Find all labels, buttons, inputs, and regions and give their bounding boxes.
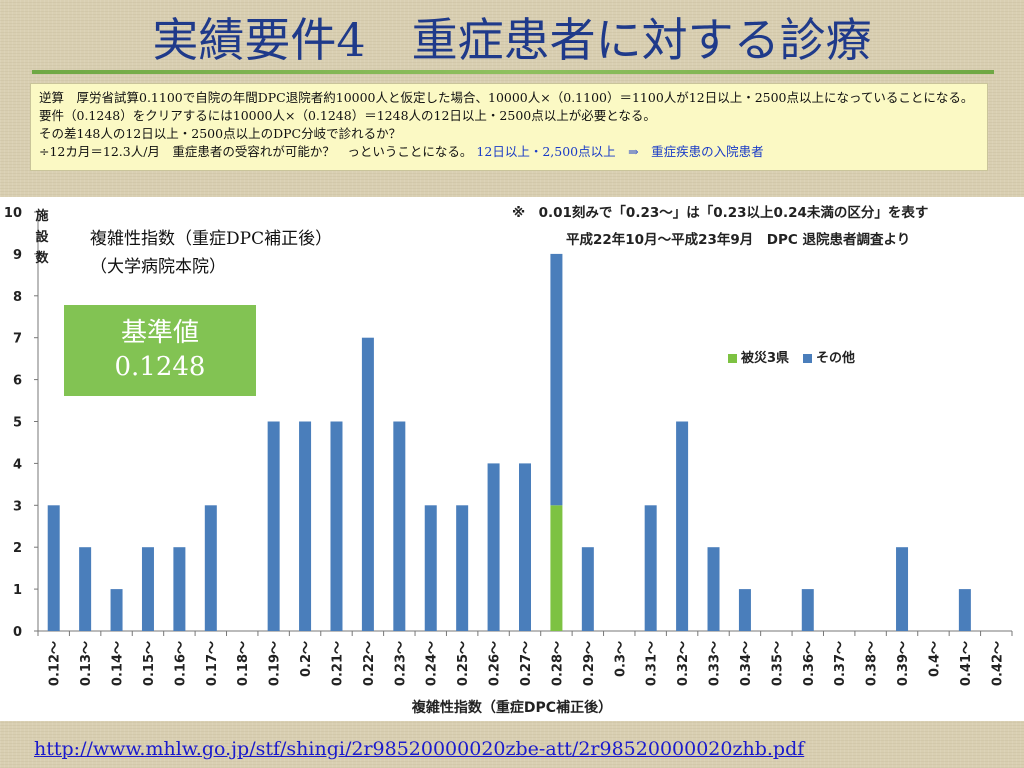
bar-other bbox=[801, 589, 814, 631]
y-tick-label: 8 bbox=[13, 290, 22, 305]
source-link[interactable]: http://www.mhlw.go.jp/stf/shingi/2r98520… bbox=[34, 738, 805, 760]
x-tick-label: 0.31～ bbox=[645, 641, 660, 686]
y-tick-label: 3 bbox=[13, 499, 22, 514]
x-tick-label: 0.14～ bbox=[111, 641, 126, 686]
note-highlight: 12日以上・2,500点以上 ⇒ 重症疾患の入院患者 bbox=[476, 144, 764, 159]
x-tick-label: 0.38～ bbox=[865, 641, 880, 686]
chart-legend: 被災3県 その他 bbox=[728, 347, 869, 366]
x-tick-label: 0.36～ bbox=[802, 641, 817, 686]
bar-other bbox=[79, 547, 92, 631]
bar-other bbox=[487, 463, 500, 631]
threshold-label: 基準値 bbox=[120, 318, 199, 348]
y-tick-label: 7 bbox=[13, 332, 22, 347]
x-tick-label: 0.26～ bbox=[488, 641, 503, 686]
x-tick-label: 0.13～ bbox=[79, 641, 94, 686]
bar-other bbox=[110, 589, 123, 631]
x-tick-label: 0.42～ bbox=[990, 641, 1005, 686]
legend-label: その他 bbox=[816, 351, 856, 366]
x-tick-label: 0.32～ bbox=[676, 641, 691, 686]
bar-other bbox=[393, 421, 406, 631]
bar-other bbox=[456, 505, 469, 631]
y-tick-label: 10 bbox=[4, 206, 22, 221]
x-tick-label: 0.24～ bbox=[425, 641, 440, 686]
y-tick-label: 5 bbox=[13, 416, 22, 431]
chart-subtitle: （大学病院本院） bbox=[90, 257, 226, 277]
bar-other bbox=[581, 547, 594, 631]
y-tick-label: 1 bbox=[13, 583, 22, 598]
chart-title: 複雑性指数（重症DPC補正後） bbox=[90, 229, 333, 249]
y-axis-label: 施設数 bbox=[32, 206, 52, 269]
y-tick-label: 2 bbox=[13, 541, 22, 556]
bar-other bbox=[141, 547, 154, 631]
bar-other bbox=[173, 547, 186, 631]
x-tick-label: 0.28～ bbox=[550, 641, 565, 686]
note-line-3-text: ÷12カ月＝12.3人/月 重症患者の受容れが可能か？ っということになる。 bbox=[39, 144, 473, 159]
x-tick-label: 0.39～ bbox=[896, 641, 911, 686]
bar-other bbox=[896, 547, 909, 631]
legend-label: 被災3県 bbox=[741, 351, 790, 366]
x-tick-label: 0.29～ bbox=[582, 641, 597, 686]
y-tick-label: 9 bbox=[13, 248, 22, 263]
legend-item: 被災3県 bbox=[728, 347, 789, 366]
bar-other bbox=[299, 421, 312, 631]
legend-swatch bbox=[803, 354, 813, 363]
threshold-callout-box: 基準値 0.1248 bbox=[64, 305, 256, 396]
chart-annotation-period-note: 平成22年10月～平成23年9月 DPC 退院患者調査より bbox=[566, 232, 911, 248]
bar-other bbox=[519, 463, 531, 631]
bar-other bbox=[361, 337, 374, 631]
calculation-note-box: 逆算 厚労省試算0.1100で自院の年間DPC退院者約10000人と仮定した場合… bbox=[30, 83, 988, 171]
x-tick-label: 0.19～ bbox=[268, 641, 283, 686]
y-tick-label: 6 bbox=[13, 374, 22, 389]
x-tick-label: 0.3～ bbox=[613, 641, 628, 677]
bar-other bbox=[644, 505, 657, 631]
y-axis-label-char: 設 bbox=[35, 230, 49, 245]
chart-annotation-interval-note: ※ 0.01刻みで「0.23～」は「0.23以上0.24未満の区分」を表す bbox=[512, 205, 929, 221]
legend-item: その他 bbox=[803, 347, 855, 366]
x-axis-label: 複雑性指数（重症DPC補正後） bbox=[411, 700, 613, 716]
bar-other bbox=[424, 505, 437, 631]
bar-other bbox=[958, 589, 971, 631]
bar-chart: 0 1 2 3 4 5 6 7 8 9 10 0.12～ 0.13～ 0.14～ 0.15～ 0.16～ 0.1… bbox=[4, 206, 1013, 686]
y-axis-label-char: 施 bbox=[35, 209, 49, 224]
x-tick-label: 0.4～ bbox=[927, 641, 942, 677]
y-tick-label: 0 bbox=[13, 625, 22, 640]
x-tick-label: 0.35～ bbox=[770, 641, 785, 686]
bar-other bbox=[738, 589, 751, 631]
y-axis-label-char: 数 bbox=[35, 251, 49, 266]
bar-other bbox=[204, 505, 217, 631]
chart-panel: 0 1 2 3 4 5 6 7 8 9 10 0.12～ 0.13～ 0.14～ 0.15～ 0.16～ 0.1… bbox=[0, 197, 1024, 721]
x-tick-label: 0.2～ bbox=[299, 641, 314, 677]
note-line-2: その差148人の12日以上・2500点以上のDPC分岐で診れるか？ bbox=[39, 126, 402, 141]
bar-other bbox=[47, 505, 60, 631]
legend-swatch bbox=[728, 354, 737, 363]
x-tick-label: 0.33～ bbox=[708, 641, 723, 686]
x-tick-label: 0.12～ bbox=[48, 641, 63, 686]
title-underline bbox=[32, 70, 994, 74]
x-tick-label: 0.23～ bbox=[393, 641, 408, 686]
x-tick-label: 0.16～ bbox=[173, 641, 188, 686]
bar-other bbox=[330, 421, 343, 631]
slide-title: 実績要件4 重症患者に対する診療 bbox=[152, 13, 872, 67]
note-line-1: 逆算 厚労省試算0.1100で自院の年間DPC退院者約10000人と仮定した場合… bbox=[39, 90, 974, 123]
x-tick-label: 0.17～ bbox=[205, 641, 220, 686]
x-tick-label: 0.21～ bbox=[330, 641, 345, 686]
y-tick-label: 4 bbox=[13, 457, 22, 472]
x-tick-label: 0.37～ bbox=[833, 641, 848, 686]
x-tick-label: 0.41～ bbox=[959, 641, 974, 686]
bar-other bbox=[267, 421, 280, 631]
bar-disaster-3-prefectures bbox=[550, 505, 563, 631]
x-tick-label: 0.18～ bbox=[236, 641, 251, 686]
bar-other bbox=[550, 253, 563, 506]
bar-other bbox=[707, 547, 720, 631]
x-tick-label: 0.27～ bbox=[519, 641, 534, 686]
x-tick-label: 0.15～ bbox=[142, 641, 157, 686]
x-tick-label: 0.34～ bbox=[739, 641, 754, 686]
bar-other bbox=[676, 421, 689, 631]
chart-title-block: 複雑性指数（重症DPC補正後） （大学病院本院） bbox=[90, 225, 332, 281]
threshold-value: 0.1248 bbox=[114, 352, 206, 382]
x-tick-label: 0.25～ bbox=[456, 641, 471, 686]
x-tick-label: 0.22～ bbox=[362, 641, 377, 686]
note-line-3: ÷12カ月＝12.3人/月 重症患者の受容れが可能か？ っということになる。 1… bbox=[39, 143, 979, 161]
